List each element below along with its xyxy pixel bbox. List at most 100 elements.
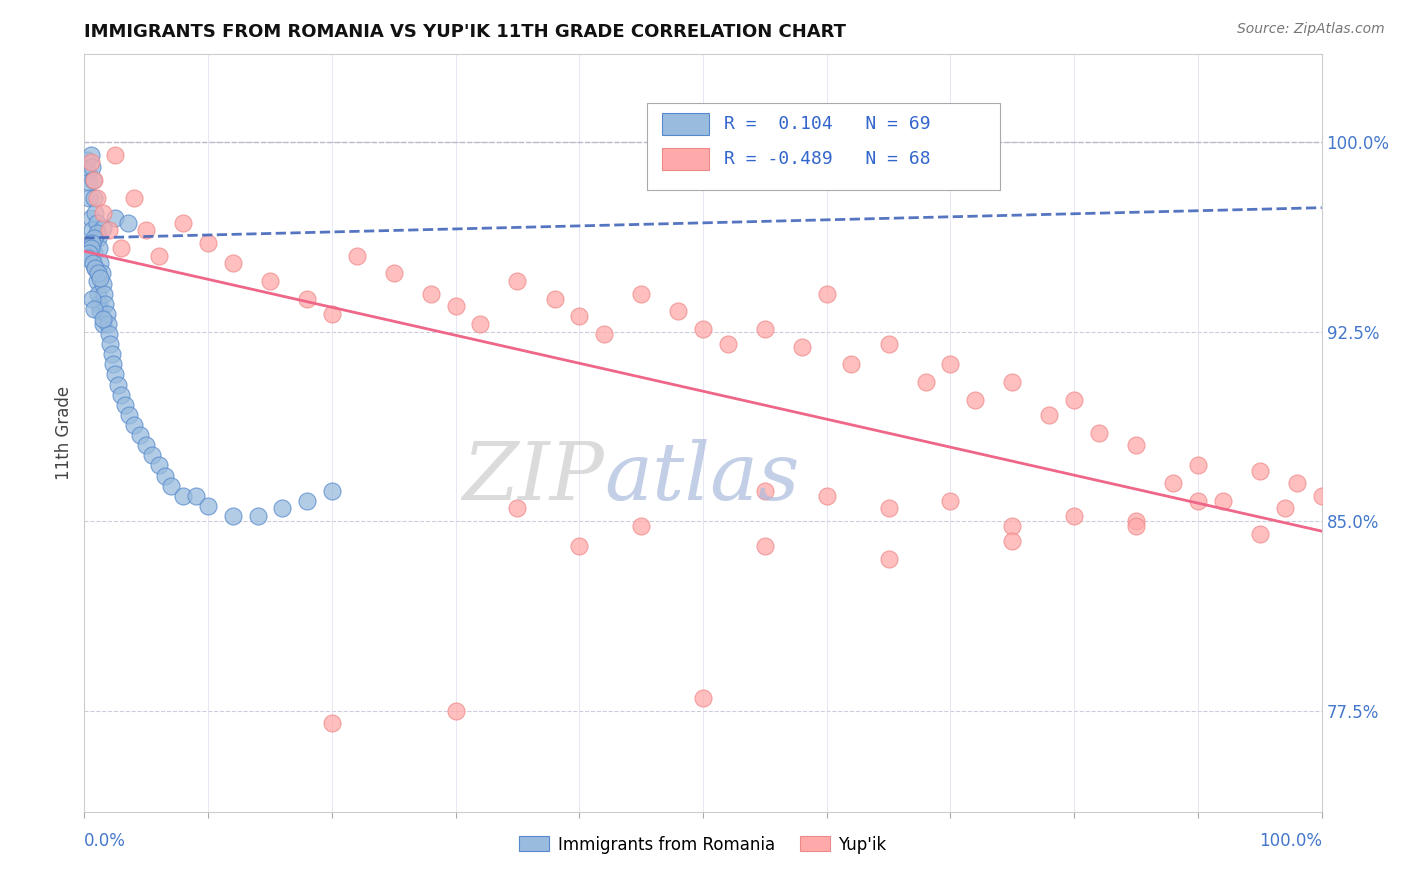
Point — [419, 286, 441, 301]
FancyBboxPatch shape — [647, 103, 1000, 190]
Point — [877, 337, 900, 351]
Point — [82, 173, 104, 187]
Point — [1001, 375, 1024, 389]
Point — [117, 216, 139, 230]
Point — [83, 231, 105, 245]
Point — [877, 552, 900, 566]
Point — [110, 387, 132, 401]
Point — [135, 223, 157, 237]
Point — [630, 519, 652, 533]
Point — [83, 191, 105, 205]
Point — [80, 223, 103, 237]
Point — [914, 375, 936, 389]
Point — [666, 304, 689, 318]
Point — [246, 508, 269, 523]
Text: Source: ZipAtlas.com: Source: ZipAtlas.com — [1237, 22, 1385, 37]
Point — [94, 296, 117, 310]
Point — [91, 311, 114, 326]
Point — [815, 489, 838, 503]
Point — [382, 267, 405, 281]
Point — [939, 493, 962, 508]
Text: R = -0.489   N = 68: R = -0.489 N = 68 — [724, 150, 931, 168]
Point — [93, 286, 115, 301]
Point — [630, 286, 652, 301]
Point — [1249, 526, 1271, 541]
Point — [506, 501, 529, 516]
Point — [91, 317, 114, 331]
Point — [346, 249, 368, 263]
Point — [82, 235, 104, 250]
Point — [100, 347, 122, 361]
Point — [76, 153, 98, 167]
Point — [77, 165, 100, 179]
Text: 0.0%: 0.0% — [84, 832, 127, 850]
Point — [79, 147, 101, 161]
Point — [79, 191, 101, 205]
Point — [321, 483, 343, 498]
Point — [89, 256, 111, 270]
Point — [86, 216, 108, 230]
Point — [754, 322, 776, 336]
Point — [593, 326, 616, 341]
Point — [114, 398, 136, 412]
Point — [148, 458, 170, 473]
Point — [1212, 493, 1234, 508]
FancyBboxPatch shape — [662, 113, 709, 135]
Point — [1063, 392, 1085, 407]
Point — [104, 211, 127, 225]
Point — [86, 191, 108, 205]
Point — [1310, 489, 1333, 503]
Point — [83, 301, 105, 316]
Legend: Immigrants from Romania, Yup'ik: Immigrants from Romania, Yup'ik — [513, 829, 893, 860]
Point — [1125, 519, 1147, 533]
Point — [80, 292, 103, 306]
Point — [96, 307, 118, 321]
Point — [87, 231, 110, 245]
Point — [1001, 519, 1024, 533]
Point — [86, 274, 108, 288]
Point — [91, 220, 114, 235]
FancyBboxPatch shape — [662, 148, 709, 169]
Point — [939, 357, 962, 371]
Point — [222, 508, 245, 523]
Point — [321, 716, 343, 731]
Point — [98, 337, 121, 351]
Point — [172, 216, 194, 230]
Point — [790, 340, 813, 354]
Point — [79, 175, 101, 189]
Point — [877, 501, 900, 516]
Point — [141, 448, 163, 462]
Point — [80, 161, 103, 175]
Point — [104, 368, 127, 382]
Point — [107, 377, 129, 392]
Point — [83, 173, 105, 187]
Point — [295, 292, 318, 306]
Point — [101, 357, 124, 371]
Point — [84, 261, 107, 276]
Point — [79, 211, 101, 225]
Point — [1063, 508, 1085, 523]
Point — [83, 246, 105, 260]
Point — [129, 428, 152, 442]
Point — [84, 261, 107, 276]
Point — [98, 223, 121, 237]
Point — [197, 235, 219, 250]
Point — [543, 292, 565, 306]
Point — [110, 241, 132, 255]
Point — [160, 478, 183, 492]
Point — [717, 337, 740, 351]
Point — [97, 317, 120, 331]
Point — [754, 483, 776, 498]
Point — [89, 241, 111, 255]
Point — [86, 226, 108, 240]
Text: ZIP: ZIP — [463, 440, 605, 516]
Point — [444, 299, 467, 313]
Point — [692, 690, 714, 705]
Point — [91, 205, 114, 219]
Point — [77, 252, 100, 266]
Point — [80, 235, 103, 250]
Text: atlas: atlas — [605, 440, 800, 516]
Point — [1249, 463, 1271, 477]
Point — [965, 392, 987, 407]
Point — [222, 256, 245, 270]
